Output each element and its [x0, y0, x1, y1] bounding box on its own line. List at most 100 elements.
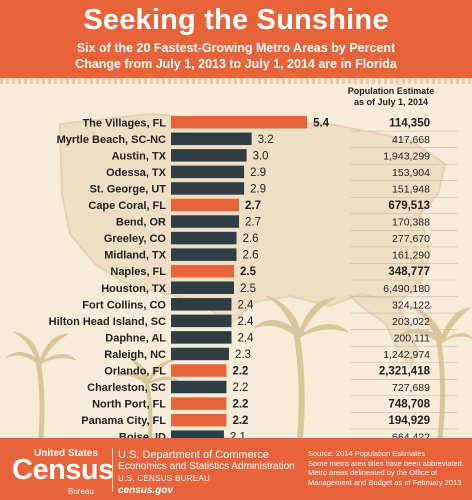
bar: [171, 132, 252, 146]
value-label: 2.4: [237, 332, 254, 344]
population-label: 6,490,180: [383, 283, 430, 295]
estimate-header-line-1: Population Estimate: [347, 86, 435, 96]
bar: [171, 248, 237, 261]
census-logo-top: United States: [34, 448, 98, 459]
category-label: Myrtle Beach, SC-NC: [57, 134, 166, 146]
population-label: 1,242,974: [383, 349, 430, 361]
estimate-header-line-2: as of July 1, 2014: [353, 97, 429, 107]
value-label: 5.4: [313, 117, 330, 129]
value-label: 2.7: [245, 217, 261, 229]
bar: [171, 116, 308, 129]
population-label: 2,321,418: [379, 366, 431, 378]
population-label: 153,904: [392, 167, 430, 179]
value-label: 2.6: [243, 233, 259, 245]
footer-banner: United States Census Bureau U.S. Departm…: [0, 438, 472, 500]
bar: [171, 397, 227, 410]
agency-line-1: U.S. Department of Commerce: [118, 449, 269, 461]
category-label: Fort Collins, CO: [82, 299, 166, 311]
palm-trees: [5, 295, 472, 438]
population-label: 1,943,299: [383, 150, 430, 162]
source-line-4: Management and Budget as of February 201…: [308, 477, 462, 487]
bar: [171, 231, 237, 245]
bar: [171, 298, 232, 311]
population-label: 324,122: [392, 299, 430, 311]
bar: [171, 347, 229, 361]
category-label: Bend, OR: [116, 217, 166, 229]
population-estimate-header: Population Estimate as of July 1, 2014: [336, 86, 446, 108]
category-label: Boise, ID: [119, 432, 166, 438]
population-label: 170,388: [392, 217, 430, 229]
population-label: 679,513: [388, 200, 430, 212]
bar: [171, 198, 240, 212]
value-label: 2.2: [232, 415, 248, 427]
value-label: 2.4: [237, 316, 254, 328]
value-label: 2.2: [232, 399, 248, 411]
bar: [171, 182, 245, 195]
subtitle-line-2: Change from July 1, 2013 to July 1, 2014…: [75, 57, 397, 71]
agency-line-4: census.gov: [118, 485, 174, 496]
source-notes: Source: 2014 Population Estimates Some m…: [308, 449, 468, 487]
source-line-1: Source: 2014 Population Estimates: [308, 449, 426, 458]
category-label: Odessa, TX: [106, 167, 167, 179]
value-label: 2.5: [240, 283, 256, 295]
value-label: 2.3: [235, 349, 251, 361]
population-label: 417,668: [392, 134, 430, 146]
bar: [171, 149, 247, 162]
population-label: 203,022: [392, 316, 430, 328]
header-stripe: [0, 78, 472, 84]
category-label: Hilton Head Island, SC: [49, 316, 166, 328]
category-label: Houston, TX: [101, 283, 166, 295]
agency-block: U.S. Department of Commerce Economics an…: [118, 449, 295, 497]
bar: [171, 430, 224, 438]
population-label: 348,777: [388, 266, 430, 278]
value-label: 2.5: [240, 266, 257, 278]
population-label: 277,670: [392, 233, 430, 245]
header-banner: Seeking the Sunshine Six of the 20 Faste…: [0, 0, 472, 78]
category-label: Austin, TX: [112, 150, 167, 162]
population-label: 664,422: [392, 432, 430, 438]
category-label: Midland, TX: [104, 250, 166, 262]
population-label: 748,708: [388, 399, 430, 411]
category-label: Orlando, FL: [104, 366, 166, 378]
source-line-2: Some metro area titles have been abbrevi…: [308, 458, 464, 468]
population-label: 727,689: [392, 382, 430, 394]
bar: [171, 215, 240, 228]
bar: [171, 165, 245, 179]
subtitle-line-1: Six of the 20 Fastest-Growing Metro Area…: [76, 41, 396, 55]
footer-divider: [112, 448, 113, 492]
agency-line-2: Economics and Statistics Administration: [118, 461, 295, 472]
population-label: 200,111: [394, 332, 431, 344]
population-label: 194,929: [388, 415, 430, 427]
bar: [171, 264, 234, 278]
category-label: Cape Coral, FL: [88, 200, 166, 212]
category-label: Daphne, AL: [105, 332, 166, 344]
florida-outline: [347, 294, 420, 368]
chart-title: Seeking the Sunshine: [83, 4, 389, 36]
bar: [171, 331, 232, 344]
category-label: The Villages, FL: [82, 117, 166, 129]
bar: [171, 380, 227, 394]
population-label: 161,290: [392, 250, 430, 262]
value-label: 2.4: [237, 299, 254, 311]
bar: [171, 281, 234, 294]
bar: [171, 314, 232, 328]
value-label: 2.9: [250, 167, 266, 179]
value-label: 2.7: [245, 200, 261, 212]
value-label: 2.9: [250, 183, 266, 195]
category-label: Naples, FL: [110, 266, 166, 278]
value-label: 2.6: [243, 250, 259, 262]
value-label: 2.2: [232, 366, 248, 378]
value-label: 2.2: [232, 382, 248, 394]
bar: [171, 364, 227, 377]
category-label: Charleston, SC: [87, 382, 166, 394]
bar: [171, 413, 227, 427]
agency-line-3: U.S. CENSUS BUREAU: [118, 474, 211, 483]
value-label: 3.2: [258, 134, 274, 146]
background-art: [5, 112, 472, 438]
category-label: Panama City, FL: [81, 415, 166, 427]
population-label: 114,350: [389, 117, 430, 129]
census-logo-main: Census: [12, 454, 114, 486]
category-label: St. George, UT: [90, 183, 167, 195]
growth-bar-chart: The Villages, FL 5.4 114,350 Myrtle Beach, …: [49, 116, 458, 438]
population-label: 151,948: [392, 183, 430, 195]
